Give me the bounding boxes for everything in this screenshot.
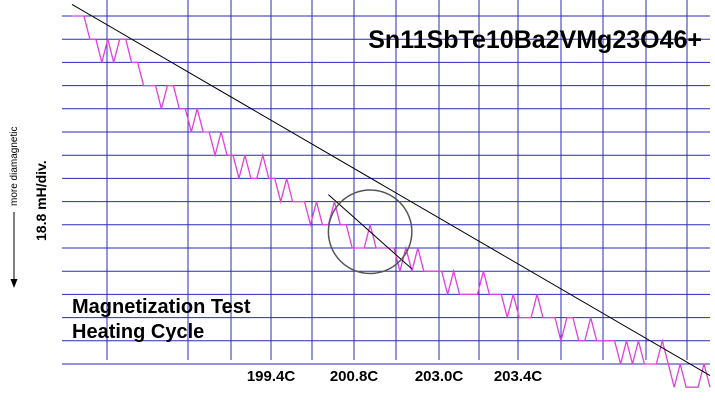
highlight-circle-layer (327, 189, 413, 275)
x-tick-label-3: 203.0C (415, 368, 464, 385)
highlight-circle (327, 189, 413, 275)
x-tick-label-1: 199.4C (247, 368, 296, 385)
trend-lines (71, 3, 711, 377)
x-tick-label-4: 203.4C (494, 368, 543, 385)
trend-line-1 (71, 3, 711, 377)
x-tick-label-2: 200.8C (330, 368, 379, 385)
trend-line-2 (328, 194, 413, 270)
x-tick-labels: 199.4C 200.8C 203.0C 203.4C (247, 368, 543, 385)
y-axis-annotation: more diamagnetic 18.8 mH/div. (9, 127, 49, 288)
ylabel-scale: 18.8 mH/div. (33, 160, 49, 241)
down-arrow-icon (10, 279, 18, 288)
data-series (72, 15, 711, 388)
chart-grid (62, 0, 710, 365)
ylabel-direction: more diamagnetic (9, 127, 20, 206)
series-line (72, 15, 711, 388)
chart-title: Sn11SbTe10Ba2VMg23O46+ (368, 26, 702, 54)
caption-line-2: Heating Cycle (72, 321, 204, 343)
caption-line-1: Magnetization Test (72, 296, 251, 318)
